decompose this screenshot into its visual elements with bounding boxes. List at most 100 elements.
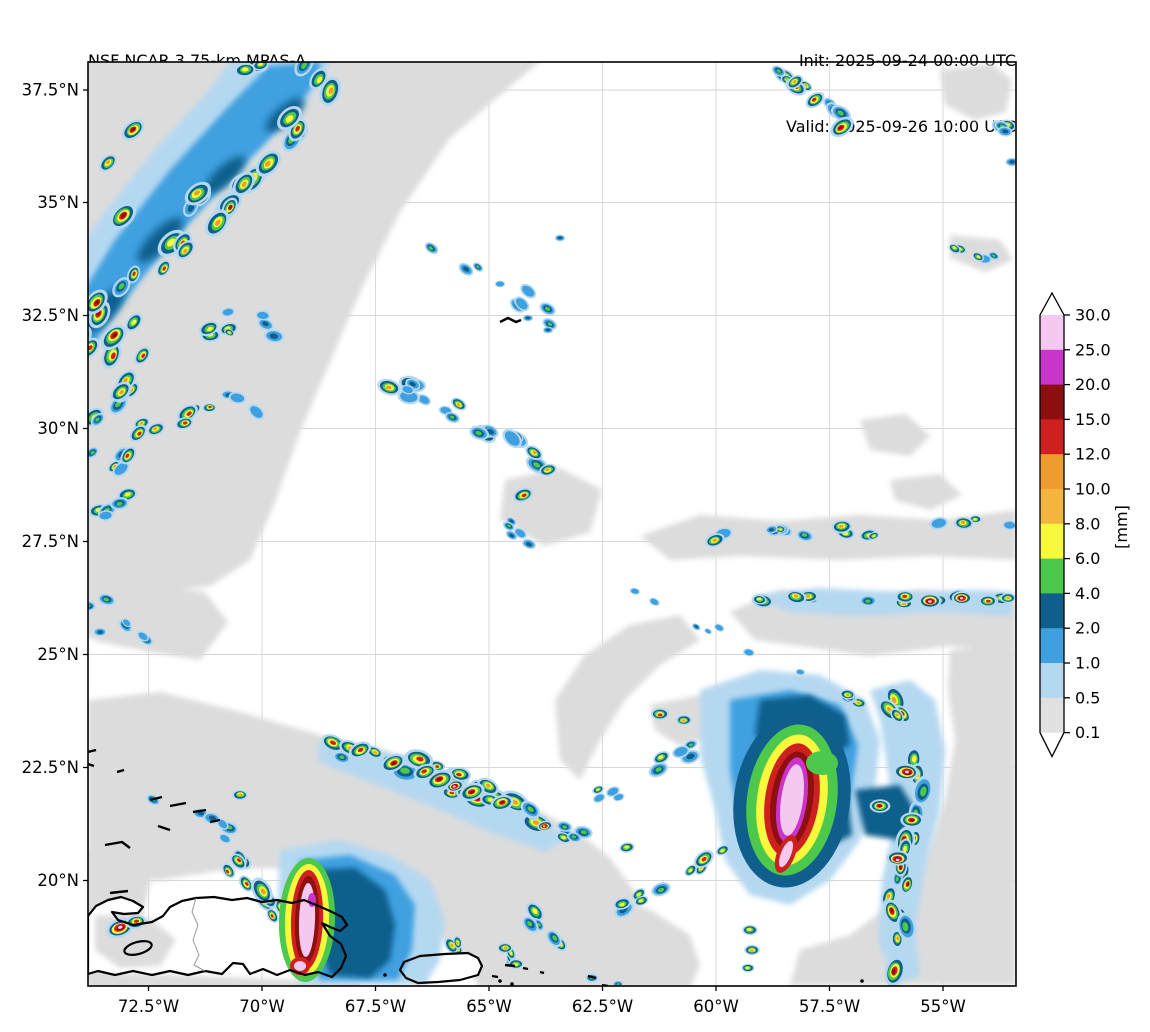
precip-cell xyxy=(752,594,767,605)
precip-cell xyxy=(184,181,211,206)
precip-cell xyxy=(539,463,557,477)
precip-cell xyxy=(786,74,804,90)
precip-cell xyxy=(619,842,635,853)
precip-cell xyxy=(520,800,541,819)
precip-cell xyxy=(88,600,96,612)
precip-cell xyxy=(542,326,554,334)
precip-cell xyxy=(693,850,714,869)
hispaniola-coast xyxy=(88,895,349,979)
precip-cell xyxy=(556,821,573,832)
precip-cell xyxy=(890,708,904,723)
islet-dot xyxy=(383,973,387,977)
precip-cell xyxy=(134,346,151,365)
precip-cell xyxy=(121,119,145,141)
precip-cell xyxy=(221,863,236,879)
colorbar-tick-label: 30.0 xyxy=(1075,306,1111,325)
precip-cell xyxy=(202,403,217,413)
small-island xyxy=(539,970,545,975)
precip-cell xyxy=(546,929,562,948)
precip-cell xyxy=(147,422,165,436)
precip-cell xyxy=(377,378,401,396)
colorbar-tick-label: 25.0 xyxy=(1075,340,1111,359)
islet-dot xyxy=(510,982,514,986)
lon-tick-label: 67.5°W xyxy=(345,997,406,1016)
precip-cell xyxy=(542,317,558,330)
precip-cell xyxy=(230,853,247,870)
colorbar-segment xyxy=(1040,628,1064,664)
lat-tick-label: 35°N xyxy=(37,193,79,212)
lat-tick-label: 25°N xyxy=(37,645,79,664)
precip-cell xyxy=(522,538,536,550)
precip-cell xyxy=(649,597,660,606)
axis-ticks xyxy=(83,89,944,991)
precip-cell xyxy=(494,280,506,288)
colorbar-segment xyxy=(1040,315,1064,351)
precip-cell xyxy=(522,915,539,933)
precip-cell xyxy=(714,623,725,632)
precip-cell xyxy=(765,525,778,534)
precip-cell xyxy=(469,425,490,441)
precip-cell xyxy=(1002,520,1016,530)
precip-cell xyxy=(951,591,973,605)
small-island xyxy=(116,768,125,774)
precip-cell xyxy=(613,897,631,910)
small-island xyxy=(109,889,129,895)
small-island xyxy=(587,974,597,980)
precip-cell xyxy=(451,397,467,411)
colorbar-tick-label: 10.0 xyxy=(1075,480,1111,499)
colorbar-segment xyxy=(1040,523,1064,560)
precip-cell xyxy=(232,789,248,801)
precip-cell xyxy=(263,329,285,343)
precip-cell xyxy=(805,91,825,109)
lon-tick-label: 55°W xyxy=(920,997,966,1016)
precip-cell xyxy=(592,785,604,794)
precip-cell xyxy=(232,171,255,197)
lon-tick-label: 65°W xyxy=(466,997,512,1016)
lon-tick-label: 62.5°W xyxy=(572,997,633,1016)
precip-cell xyxy=(251,877,273,904)
precip-cell xyxy=(918,593,942,609)
colorbar-segment xyxy=(1040,558,1064,594)
precip-cell xyxy=(416,394,431,406)
precip-cell xyxy=(248,404,265,420)
small-island xyxy=(209,818,221,824)
colorbar-segment xyxy=(1040,384,1064,420)
colorbar-tick-label: 1.0 xyxy=(1075,654,1100,673)
colorbar-tick-label: 4.0 xyxy=(1075,584,1100,603)
precip-cell xyxy=(830,116,854,138)
small-island xyxy=(88,762,95,768)
precip-cell xyxy=(505,530,518,541)
init-time: Init: 2025-09-24 00:00 UTC xyxy=(798,51,1016,70)
precip-cell xyxy=(255,150,282,177)
precip-cell xyxy=(109,202,137,230)
precip-core xyxy=(774,835,798,873)
precip-cell xyxy=(512,487,534,503)
precip-cell xyxy=(676,714,692,726)
precip-cell xyxy=(506,517,517,526)
lon-tick-label: 72.5°W xyxy=(118,997,179,1016)
precip-cell xyxy=(1000,592,1016,604)
precip-cell xyxy=(742,924,758,936)
colorbar-segment xyxy=(1040,454,1064,490)
colorbar-over-arrow xyxy=(1040,293,1064,315)
precip-cell xyxy=(238,875,254,892)
precip-cell xyxy=(472,262,484,272)
precip-cell xyxy=(137,631,149,642)
precip-cell xyxy=(684,864,697,877)
lat-tick-label: 22.5°N xyxy=(22,758,79,777)
precip-cell xyxy=(830,105,852,122)
precip-cell xyxy=(795,668,805,676)
colorbar-under-arrow xyxy=(1040,732,1064,757)
precip-cell xyxy=(257,318,274,331)
small-island xyxy=(169,801,187,808)
precip-cell xyxy=(672,745,690,759)
precip-cell xyxy=(948,243,961,254)
precip-cell xyxy=(99,154,117,172)
precip-cell xyxy=(1005,157,1016,167)
colorbar-tick-label: 20.0 xyxy=(1075,375,1111,394)
precip-cell xyxy=(648,762,669,778)
precip-cell xyxy=(126,265,141,284)
heavy-precip-cores xyxy=(278,712,851,982)
precip-cell xyxy=(490,795,514,811)
